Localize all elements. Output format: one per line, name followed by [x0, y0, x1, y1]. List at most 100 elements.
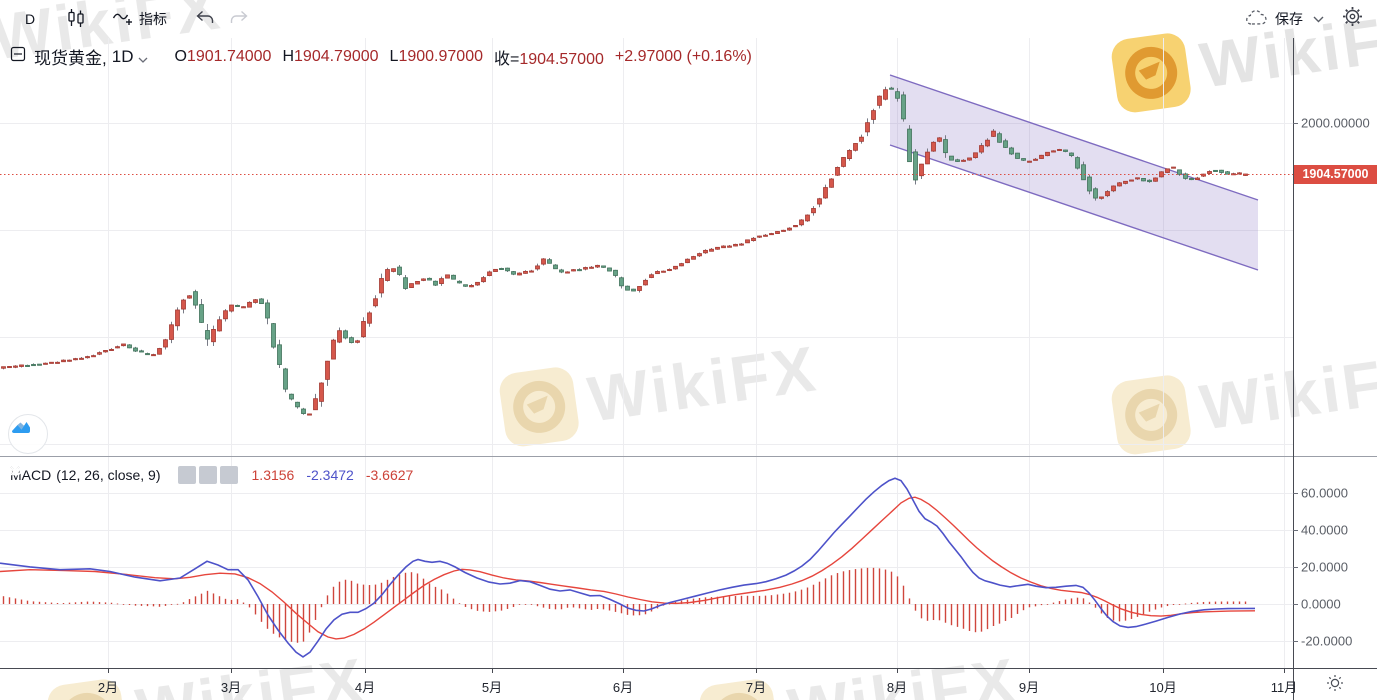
- wikifx-eagle-logo: [47, 679, 127, 700]
- interval-button[interactable]: D: [16, 11, 44, 27]
- pane-separator[interactable]: [0, 456, 1377, 457]
- toolbar-right-group: 保存: [1245, 6, 1377, 32]
- watermark-tile: WikiFX: [496, 330, 822, 450]
- macd-tick-label: 20.0000: [1301, 559, 1348, 575]
- macd-controls: [10, 466, 238, 484]
- interval-label: D: [24, 11, 36, 27]
- save-label: 保存: [1275, 11, 1303, 27]
- macd-settings-button[interactable]: [10, 466, 217, 484]
- watermark-tile: WikiFX: [44, 642, 370, 700]
- month-label: 11月: [1270, 680, 1298, 695]
- close-value: 收=1904.57000: [493, 50, 604, 68]
- settings-button[interactable]: [1342, 6, 1363, 32]
- indicators-button[interactable]: 指标: [112, 8, 167, 31]
- month-tick: [365, 669, 366, 673]
- redo-button[interactable]: [229, 10, 249, 29]
- macd-tick: [1293, 492, 1298, 494]
- macd-signal-value: -3.6627: [365, 467, 414, 483]
- save-menu-button[interactable]: [1313, 10, 1324, 28]
- month-tick: [1163, 669, 1164, 673]
- macd-values: 1.3156 -2.3472 -3.6627: [252, 467, 414, 483]
- macd-tick-label: 60.0000: [1301, 485, 1348, 501]
- month-label: 6月: [612, 680, 634, 695]
- interval-box-icon: [10, 46, 26, 67]
- undo-arrow-icon: [195, 10, 215, 29]
- macd-main-line: [0, 477, 1256, 658]
- watermark-tile: WikiFX: [1108, 0, 1377, 116]
- price-tick: [1293, 123, 1298, 124]
- ohlc-values: O1901.74000 H1904.79000 L1900.97000 收=19…: [174, 45, 751, 69]
- macd-chart[interactable]: [0, 457, 1293, 668]
- cloud-icon: [1245, 9, 1269, 30]
- redo-arrow-icon: [229, 10, 249, 29]
- grid-layer: [0, 457, 1293, 668]
- macd-line-value: -2.3472: [306, 467, 354, 483]
- time-axis[interactable]: 2月 3月 4月 5月 6月 7月 8月 9月 10月 11月: [0, 668, 1377, 700]
- main-chart-pane[interactable]: [0, 38, 1377, 457]
- macd-histogram: [2, 567, 1247, 643]
- month-tick: [492, 669, 493, 673]
- macd-tick: [1293, 566, 1298, 568]
- month-label: 8月: [886, 680, 908, 695]
- macd-hist-value: 1.3156: [251, 467, 295, 483]
- chevron-down-icon: [1313, 10, 1324, 27]
- month-tick: [897, 669, 898, 673]
- symbol-interval[interactable]: 1D: [111, 46, 134, 66]
- macd-tick: [1293, 604, 1298, 605]
- wikifx-eagle-logo: [1111, 375, 1191, 455]
- parallel-channel-drawing[interactable]: [889, 74, 1259, 271]
- candlestick-chart[interactable]: [0, 38, 1293, 457]
- price-tick-label: 2000.00000: [1301, 115, 1370, 131]
- symbol-legend: 现货黄金, 1D O1901.74000 H1904.79000 L1900.9…: [10, 44, 752, 69]
- high-value: H1904.79000: [282, 47, 379, 65]
- month-label: 10月: [1149, 680, 1177, 695]
- macd-tick: [1293, 641, 1298, 643]
- month-label: 5月: [481, 680, 503, 695]
- change-value: +2.97000 (+0.16%): [614, 47, 752, 65]
- macd-close-button[interactable]: [10, 466, 238, 484]
- month-tick: [1029, 669, 1030, 673]
- macd-tick-label: 0.0000: [1301, 596, 1341, 612]
- month-tick: [756, 669, 757, 673]
- macd-pane[interactable]: MACD (12, 26, close, 9): [0, 457, 1377, 668]
- wikifx-eagle-logo: [499, 367, 579, 447]
- month-tick: [623, 669, 624, 673]
- indicators-label: 指标: [139, 11, 167, 27]
- indicator-wave-plus-icon: [112, 8, 134, 31]
- macd-tick-label: -20.0000: [1301, 633, 1353, 649]
- symbol-name[interactable]: 现货黄金,: [34, 49, 107, 68]
- macd-signal-line: [0, 496, 1256, 640]
- month-tick: [1284, 669, 1285, 673]
- month-tick: [231, 669, 232, 673]
- month-label: 3月: [220, 680, 242, 695]
- gear-icon: [1342, 7, 1363, 31]
- month-label: 4月: [354, 680, 376, 695]
- current-price-label: 1904.57000: [1294, 165, 1377, 184]
- watermark-tile: WikiFX: [1108, 338, 1377, 458]
- macd-tick: [1293, 529, 1298, 531]
- wikifx-eagle-logo: [1111, 33, 1191, 113]
- wikifx-eagle-logo: [699, 679, 779, 700]
- month-label: 9月: [1018, 680, 1040, 695]
- month-tick: [108, 669, 109, 673]
- chevron-down-icon[interactable]: [138, 48, 148, 68]
- month-label: 7月: [745, 680, 767, 695]
- chart-style-button[interactable]: [66, 8, 86, 31]
- price-axis-border: [1293, 38, 1294, 700]
- undo-button[interactable]: [195, 10, 215, 29]
- grid-layer: [0, 38, 1293, 457]
- macd-tick-label: 40.0000: [1301, 522, 1348, 538]
- open-value: O1901.74000: [174, 47, 272, 65]
- sun-icon: [1326, 674, 1344, 697]
- platform-logo-button[interactable]: [8, 414, 48, 454]
- theme-sun-button[interactable]: [1322, 673, 1348, 697]
- save-button[interactable]: 保存: [1245, 9, 1303, 30]
- candlestick-style-icon: [66, 8, 86, 31]
- macd-visibility-button[interactable]: [10, 466, 196, 484]
- watermark-tile: WikiFX: [696, 642, 1022, 700]
- candles-layer: [1, 86, 1248, 416]
- month-label: 2月: [97, 680, 119, 695]
- low-value: L1900.97000: [389, 47, 483, 65]
